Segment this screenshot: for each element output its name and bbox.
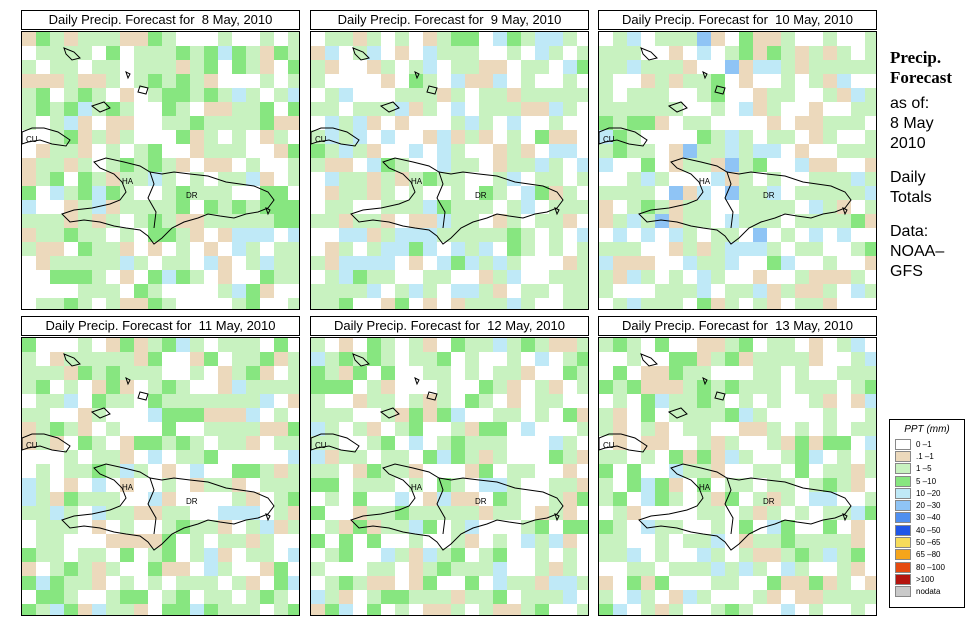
legend-rows: 0 –1 .1 –1 1 –5 5 –10 10 –20 20 –30 30 –40 40 –… [890, 438, 964, 598]
country-label: DR [186, 497, 198, 506]
legend-label: 1 –5 [916, 464, 932, 474]
legend-item: 65 –80 [890, 549, 964, 561]
precip-grid-map: CU HA DR [311, 338, 588, 615]
legend-label: 0 –1 [916, 439, 932, 449]
legend-swatch [895, 549, 911, 561]
country-label: CU [26, 135, 38, 144]
legend-label: 50 –65 [916, 538, 941, 548]
country-label: DR [475, 497, 487, 506]
panel-title: Daily Precip. Forecast for 13 May, 2010 [598, 316, 877, 336]
legend-label: >100 [916, 574, 935, 584]
precip-grid-map: CU HA DR [311, 32, 588, 309]
legend-item: 10 –20 [890, 487, 964, 499]
precip-map: CU HA DR [21, 337, 300, 616]
legend-item: 40 –50 [890, 524, 964, 536]
country-label: HA [699, 483, 711, 492]
forecast-panel-may-13: Daily Precip. Forecast for 13 May, 2010 … [598, 316, 877, 616]
sidebar-data-line1: Data: [890, 223, 929, 240]
legend-swatch [895, 500, 911, 512]
precip-map: CU HA DR [598, 31, 877, 310]
precip-map: CU HA DR [21, 31, 300, 310]
country-label: CU [603, 441, 615, 450]
panel-title: Daily Precip. Forecast for 8 May, 2010 [21, 10, 300, 30]
sidebar-data-line2: NOAA– [890, 243, 945, 260]
legend-title: PPT (mm) [904, 424, 950, 435]
country-label: CU [26, 441, 38, 450]
country-label: DR [186, 191, 198, 200]
legend-swatch [895, 438, 911, 450]
precip-map: CU HA DR [310, 337, 589, 616]
country-label: DR [763, 497, 775, 506]
precip-grid-map: CU HA DR [599, 338, 876, 615]
sidebar-daily-line1: Daily [890, 169, 926, 186]
forecast-panel-may-11: Daily Precip. Forecast for 11 May, 2010 … [21, 316, 300, 616]
country-label: DR [763, 191, 775, 200]
precip-grid-map: CU HA DR [599, 32, 876, 309]
legend-swatch [895, 537, 911, 549]
panel-title: Daily Precip. Forecast for 11 May, 2010 [21, 316, 300, 336]
sidebar-heading-line2: Forecast [890, 68, 952, 87]
ppt-legend: PPT (mm) 0 –1 .1 –1 1 –5 5 –10 10 –20 20 –30 3… [889, 419, 965, 608]
panel-title: Daily Precip. Forecast for 9 May, 2010 [310, 10, 589, 30]
legend-item: 20 –30 [890, 499, 964, 512]
country-label: HA [699, 177, 711, 186]
legend-label: nodata [916, 587, 941, 597]
country-label: CU [315, 441, 327, 450]
legend-swatch [895, 475, 911, 487]
sidebar-date-line2: 2010 [890, 135, 926, 152]
sidebar-asof: as of: [890, 95, 930, 112]
legend-label: .1 –1 [916, 451, 934, 461]
legend-swatch [895, 450, 911, 462]
legend-swatch [895, 463, 911, 475]
precip-grid-map: CU HA DR [22, 32, 299, 309]
sidebar-date-line1: 8 May [890, 115, 934, 132]
legend-item: .1 –1 [890, 450, 964, 462]
legend-swatch [895, 561, 911, 573]
legend-label: 80 –100 [916, 562, 945, 572]
country-label: DR [475, 191, 487, 200]
country-label: HA [122, 177, 134, 186]
country-label: HA [411, 483, 423, 492]
legend-item: 30 –40 [890, 512, 964, 524]
legend-swatch [895, 586, 911, 598]
sidebar-info: Precip. Forecast as of: 8 May 2010 Daily… [890, 48, 952, 282]
legend-label: 20 –30 [916, 501, 941, 511]
legend-label: 5 –10 [916, 476, 937, 486]
legend-item: 80 –100 [890, 561, 964, 573]
country-label: CU [603, 135, 615, 144]
precip-map: CU HA DR [598, 337, 877, 616]
panel-title: Daily Precip. Forecast for 12 May, 2010 [310, 316, 589, 336]
forecast-panel-may-9: Daily Precip. Forecast for 9 May, 2010 C… [310, 10, 589, 310]
legend-item: nodata [890, 586, 964, 598]
legend-item: >100 [890, 573, 964, 585]
country-label: CU [315, 135, 327, 144]
legend-swatch [895, 524, 911, 536]
legend-label: 65 –80 [916, 550, 941, 560]
country-label: HA [122, 483, 134, 492]
forecast-panel-may-8: Daily Precip. Forecast for 8 May, 2010 C… [21, 10, 300, 310]
sidebar-heading-line1: Precip. [890, 48, 942, 67]
country-label: HA [411, 177, 423, 186]
sidebar-data-line3: GFS [890, 263, 923, 280]
precip-grid-map: CU HA DR [22, 338, 299, 615]
sidebar-daily-line2: Totals [890, 189, 932, 206]
legend-label: 40 –50 [916, 525, 941, 535]
legend-item: 0 –1 [890, 438, 964, 450]
legend-item: 5 –10 [890, 475, 964, 487]
legend-swatch [895, 573, 911, 585]
precip-map: CU HA DR [310, 31, 589, 310]
forecast-panel-may-12: Daily Precip. Forecast for 12 May, 2010 … [310, 316, 589, 616]
panel-title: Daily Precip. Forecast for 10 May, 2010 [598, 10, 877, 30]
legend-swatch [895, 512, 911, 524]
legend-label: 10 –20 [916, 488, 941, 498]
legend-item: 1 –5 [890, 463, 964, 475]
legend-item: 50 –65 [890, 536, 964, 549]
legend-label: 30 –40 [916, 513, 941, 523]
forecast-panel-may-10: Daily Precip. Forecast for 10 May, 2010 … [598, 10, 877, 310]
legend-swatch [895, 487, 911, 499]
